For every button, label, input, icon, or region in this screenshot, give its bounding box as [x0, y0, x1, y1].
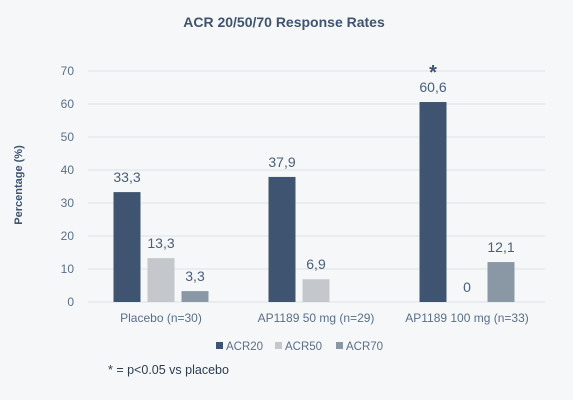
data-label: 0	[463, 279, 471, 295]
data-label: 13,3	[147, 235, 174, 251]
y-tick-label: 60	[61, 97, 75, 111]
footnote: * = p<0.05 vs placebo	[108, 363, 229, 377]
legend-swatch	[216, 342, 223, 349]
bar-acr20	[268, 176, 296, 302]
x-category-label: AP1189 100 mg (n=33)	[405, 311, 529, 325]
bar-acr50	[302, 279, 330, 302]
x-category-label: Placebo (n=30)	[120, 311, 202, 325]
legend-swatch	[336, 342, 343, 349]
data-label: 33,3	[113, 169, 140, 185]
bar-acr20	[419, 102, 447, 303]
significance-marker: *	[429, 62, 437, 84]
y-axis-ticks: 0 10 20 30 40 50 60 70	[61, 64, 75, 309]
chart-title: ACR 20/50/70 Response Rates	[183, 14, 385, 30]
data-label: 60,6	[419, 79, 446, 95]
y-tick-label: 40	[61, 163, 75, 177]
bar-acr70	[181, 291, 209, 302]
legend-item-label: ACR20	[226, 341, 263, 353]
legend: ACR20 ACR50 ACR70	[216, 341, 383, 353]
legend-item-label: ACR50	[285, 341, 322, 353]
data-label: 6,9	[306, 256, 326, 272]
legend-swatch	[275, 342, 282, 349]
x-category-label: AP1189 50 mg (n=29)	[258, 311, 375, 325]
y-tick-label: 0	[67, 295, 74, 309]
bar-acr70	[487, 262, 515, 302]
y-tick-label: 20	[61, 229, 75, 243]
data-label: 12,1	[487, 239, 514, 255]
y-tick-label: 10	[61, 262, 75, 276]
data-label: 3,3	[185, 268, 205, 284]
bar-acr50	[147, 258, 175, 302]
y-axis-label: Percentage (%)	[13, 145, 25, 225]
bars	[113, 102, 515, 303]
data-label: 37,9	[268, 154, 295, 170]
y-tick-label: 50	[61, 130, 75, 144]
x-axis-categories: Placebo (n=30) AP1189 50 mg (n=29) AP1189 …	[120, 311, 529, 325]
y-tick-label: 30	[61, 196, 75, 210]
y-tick-label: 70	[61, 64, 75, 78]
legend-item-label: ACR70	[346, 341, 383, 353]
data-labels: 33,3 13,3 3,3 37,9 6,9 60,6 0 12,1 *	[113, 62, 514, 295]
bar-acr20	[113, 192, 141, 302]
